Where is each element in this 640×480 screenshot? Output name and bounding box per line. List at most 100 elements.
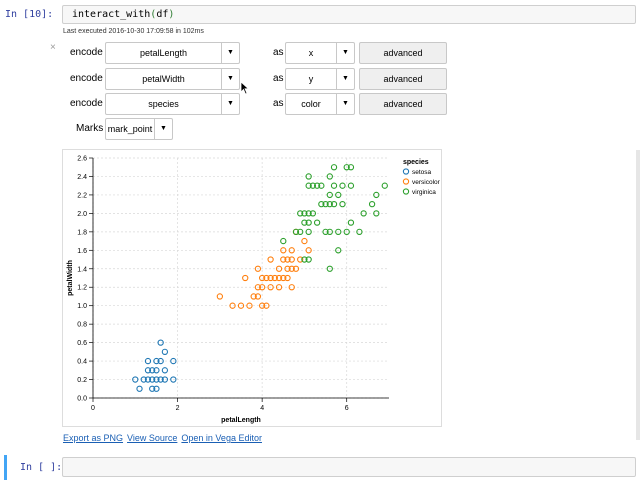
- code-cell-empty[interactable]: In [ ]:: [4, 455, 636, 480]
- data-point-virginica: [318, 182, 325, 189]
- code-open-paren: (: [150, 9, 157, 20]
- data-point-versicolor: [280, 274, 287, 282]
- field-select-value: petalWidth: [142, 74, 185, 84]
- legend-label-setosa: setosa: [412, 169, 432, 176]
- code-function: interact_with: [72, 9, 151, 20]
- data-point-virginica: [292, 228, 300, 235]
- open-vega-editor-link[interactable]: Open in Vega Editor: [181, 433, 262, 443]
- data-point-versicolor: [301, 237, 308, 245]
- data-point-setosa: [170, 357, 177, 365]
- y-tick-label: 1.6: [77, 248, 87, 255]
- caret-down-icon: ▼: [221, 69, 239, 89]
- close-output-icon[interactable]: ×: [50, 42, 56, 53]
- data-point-virginica: [301, 256, 308, 263]
- data-point-versicolor: [258, 274, 266, 282]
- channel-select-y[interactable]: y ▼: [285, 68, 355, 90]
- data-point-virginica: [326, 265, 333, 272]
- data-point-versicolor: [275, 265, 283, 272]
- marks-select[interactable]: mark_point ▼: [105, 118, 173, 140]
- data-point-versicolor: [267, 284, 274, 291]
- y-tick-label: 1.8: [77, 229, 87, 236]
- data-point-setosa: [153, 357, 160, 365]
- y-tick-label: 0.0: [77, 396, 87, 403]
- y-tick-label: 1.4: [77, 266, 87, 273]
- data-point-virginica: [309, 182, 317, 189]
- data-point-versicolor: [292, 265, 300, 272]
- y-tick-label: 2.6: [77, 156, 87, 163]
- code-argument: df: [156, 9, 169, 20]
- field-select-value: petalLength: [139, 48, 188, 58]
- view-source-link[interactable]: View Source: [127, 433, 178, 443]
- data-point-virginica: [335, 228, 342, 235]
- y-axis-title: petalWidth: [67, 260, 74, 296]
- data-point-versicolor: [288, 256, 295, 263]
- y-tick-label: 1.0: [77, 303, 87, 310]
- data-point-setosa: [153, 367, 160, 374]
- data-point-setosa: [149, 385, 156, 392]
- data-point-virginica: [326, 201, 333, 208]
- data-point-virginica: [335, 191, 342, 199]
- y-tick-label: 1.2: [77, 285, 87, 292]
- encode-label: encode: [70, 73, 103, 84]
- y-tick-label: 2.4: [77, 174, 87, 181]
- data-point-virginica: [343, 164, 350, 171]
- field-select-color[interactable]: species ▼: [105, 93, 240, 115]
- field-select-x[interactable]: petalLength ▼: [105, 42, 240, 64]
- cell-prompt: In [10]:: [5, 9, 54, 20]
- data-point-virginica: [305, 173, 312, 180]
- data-point-virginica: [301, 219, 308, 226]
- export-png-link[interactable]: Export as PNG: [63, 433, 124, 443]
- y-tick-label: 2.0: [77, 211, 87, 218]
- data-point-versicolor: [216, 293, 224, 300]
- cell-prompt: In [ ]:: [20, 462, 63, 473]
- x-tick-label: 2: [176, 405, 180, 412]
- data-point-versicolor: [271, 274, 278, 282]
- data-point-virginica: [381, 182, 388, 189]
- data-point-virginica: [326, 173, 333, 180]
- data-point-setosa: [149, 367, 156, 374]
- data-point-virginica: [339, 182, 346, 189]
- scrollbar[interactable]: [636, 150, 640, 440]
- data-point-versicolor: [267, 256, 274, 263]
- data-point-virginica: [347, 164, 355, 171]
- x-tick-label: 4: [260, 405, 264, 412]
- data-point-versicolor: [288, 284, 295, 291]
- data-point-virginica: [339, 201, 346, 208]
- encode-label: encode: [70, 47, 103, 58]
- data-point-virginica: [301, 210, 308, 217]
- caret-down-icon: ▼: [336, 69, 354, 89]
- data-point-versicolor: [246, 302, 253, 309]
- data-point-setosa: [170, 376, 177, 383]
- data-point-versicolor: [267, 274, 274, 282]
- caret-down-icon: ▼: [336, 94, 354, 114]
- channel-select-x[interactable]: x ▼: [285, 42, 355, 64]
- data-point-versicolor: [237, 302, 245, 309]
- data-point-setosa: [132, 376, 139, 383]
- y-tick-label: 0.8: [77, 322, 87, 329]
- data-point-virginica: [330, 182, 338, 189]
- data-point-virginica: [330, 201, 338, 208]
- advanced-button-color[interactable]: advanced: [359, 93, 447, 115]
- x-tick-label: 6: [345, 405, 349, 412]
- data-point-versicolor: [280, 256, 287, 263]
- data-point-setosa: [157, 357, 164, 365]
- data-point-versicolor: [242, 274, 249, 282]
- data-point-virginica: [326, 191, 333, 199]
- data-point-versicolor: [250, 293, 257, 300]
- mouse-pointer-icon: [240, 81, 250, 95]
- advanced-button-x[interactable]: advanced: [359, 42, 447, 64]
- data-point-versicolor: [254, 284, 262, 291]
- data-point-virginica: [309, 210, 317, 217]
- field-select-value: species: [148, 99, 179, 109]
- code-cell-editor[interactable]: [62, 457, 636, 477]
- data-point-versicolor: [254, 293, 262, 300]
- y-tick-label: 0.4: [77, 359, 87, 366]
- data-point-versicolor: [288, 247, 295, 254]
- data-point-setosa: [149, 376, 156, 383]
- advanced-button-y[interactable]: advanced: [359, 68, 447, 90]
- as-label: as: [273, 98, 284, 109]
- code-cell-editor[interactable]: [62, 5, 636, 24]
- data-point-virginica: [373, 210, 380, 217]
- field-select-y[interactable]: petalWidth ▼: [105, 68, 240, 90]
- channel-select-color[interactable]: color ▼: [285, 93, 355, 115]
